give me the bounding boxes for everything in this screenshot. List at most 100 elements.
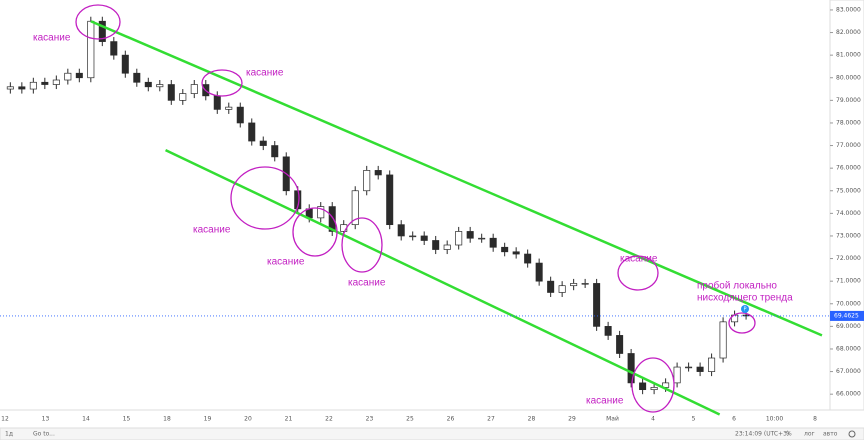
candle-body: [98, 20, 106, 42]
auto-toggle[interactable]: авто: [823, 431, 838, 438]
price-axis: [829, 0, 864, 411]
candle-body: [558, 285, 566, 293]
percent-toggle[interactable]: %: [786, 431, 792, 438]
candle-body: [317, 206, 325, 219]
y-tick-label: 81.0000: [836, 52, 861, 59]
x-tick-label: 12: [1, 416, 9, 423]
candle-body: [478, 237, 486, 240]
interval[interactable]: 1д: [5, 431, 13, 438]
x-tick-label: 4: [651, 416, 655, 423]
clock: 23:14:09 (UTC+3): [735, 431, 789, 438]
y-tick-label: 77.0000: [836, 142, 861, 149]
candle-body: [581, 283, 589, 285]
trend-line: [165, 148, 721, 416]
x-tick-label: 20: [244, 416, 252, 423]
settings-icon[interactable]: [848, 430, 856, 438]
trend-line: [90, 20, 823, 337]
candle-body: [144, 81, 152, 88]
x-tick-label: Май: [606, 416, 619, 423]
circle: [292, 207, 338, 257]
hand-annotations: касание касание касание касание касание …: [33, 4, 793, 413]
candle-body: [420, 235, 428, 241]
y-tick-label: 78.0000: [836, 119, 861, 126]
x-tick-label: 23: [366, 416, 374, 423]
candle-body: [466, 231, 474, 239]
candle-body: [18, 86, 26, 90]
annotation: касание: [33, 33, 71, 44]
log-toggle[interactable]: лог: [804, 431, 815, 438]
circle: [631, 357, 675, 413]
candle-body: [455, 231, 463, 246]
x-tick-label: 22: [325, 416, 333, 423]
candle-body: [639, 382, 647, 391]
goto[interactable]: Go to...: [33, 431, 55, 438]
candle-body: [374, 170, 382, 176]
y-tick-label: 70.0000: [836, 300, 861, 307]
x-tick-label: 27: [487, 416, 495, 423]
last-price-label: 69.4625: [834, 312, 859, 319]
x-tick-label: 18: [163, 416, 171, 423]
x-tick-label: 28: [528, 416, 536, 423]
last-price-box: [830, 310, 864, 321]
candle-body: [167, 84, 175, 101]
circle: [617, 255, 659, 291]
candle-body: [685, 366, 693, 369]
y-tick-label: 82.0000: [836, 29, 861, 36]
candle-body: [179, 93, 187, 101]
candle-body: [696, 366, 704, 372]
candle-body: [156, 84, 164, 88]
candle-body: [248, 122, 256, 142]
y-tick-label: 71.0000: [836, 278, 861, 285]
x-tick-label: 5: [692, 416, 696, 423]
candle-body: [87, 20, 95, 79]
x-tick-label: 25: [406, 416, 414, 423]
candle-body: [29, 81, 37, 90]
x-tick-label: 6: [732, 416, 736, 423]
candle-body: [501, 246, 509, 253]
marker[interactable]: [741, 305, 749, 313]
plot: [0, 16, 830, 416]
x-tick-label: 19: [204, 416, 212, 423]
y-tick-label: 73.0000: [836, 232, 861, 239]
y-tick-label: 68.0000: [836, 345, 861, 352]
annotation: касание: [193, 225, 231, 236]
annotation: нисходящего тренда: [697, 293, 793, 304]
x-tick-label: 26: [447, 416, 455, 423]
candle-body: [489, 237, 497, 248]
candle-body: [41, 81, 49, 85]
candle-body: [363, 170, 371, 192]
candle-body: [397, 224, 405, 237]
candle-body: [52, 79, 60, 85]
candle-body: [708, 357, 716, 372]
circle: [728, 312, 756, 334]
candle-body: [432, 240, 440, 250]
x-tick-label: 15: [123, 416, 131, 423]
y-tick-label: 74.0000: [836, 210, 861, 217]
y-tick-label: 76.0000: [836, 165, 861, 172]
candle-body: [443, 244, 451, 250]
x-tick-label: 13: [42, 416, 50, 423]
candle-body: [6, 86, 14, 90]
candle-body: [512, 251, 520, 255]
candle-body: [719, 321, 727, 359]
candle-body: [593, 283, 601, 327]
candle-body: [75, 72, 83, 79]
annotation: касание: [620, 254, 658, 265]
candle-body: [213, 95, 221, 110]
y-tick-label: 72.0000: [836, 255, 861, 262]
candle-body: [133, 72, 141, 83]
y-tick-label: 79.0000: [836, 97, 861, 104]
candle-body: [236, 106, 244, 124]
candle-body: [742, 314, 750, 317]
y-tick-label: 66.0000: [836, 391, 861, 398]
candle-body: [271, 145, 279, 158]
y-tick-label: 80.0000: [836, 74, 861, 81]
candle-body: [547, 280, 555, 293]
annotation: касание: [246, 68, 284, 79]
y-tick-label: 75.0000: [836, 187, 861, 194]
circle: [75, 4, 121, 40]
candle-body: [524, 253, 532, 264]
y-tick-label: 69.0000: [836, 323, 861, 330]
y-tick-label: 67.0000: [836, 368, 861, 375]
